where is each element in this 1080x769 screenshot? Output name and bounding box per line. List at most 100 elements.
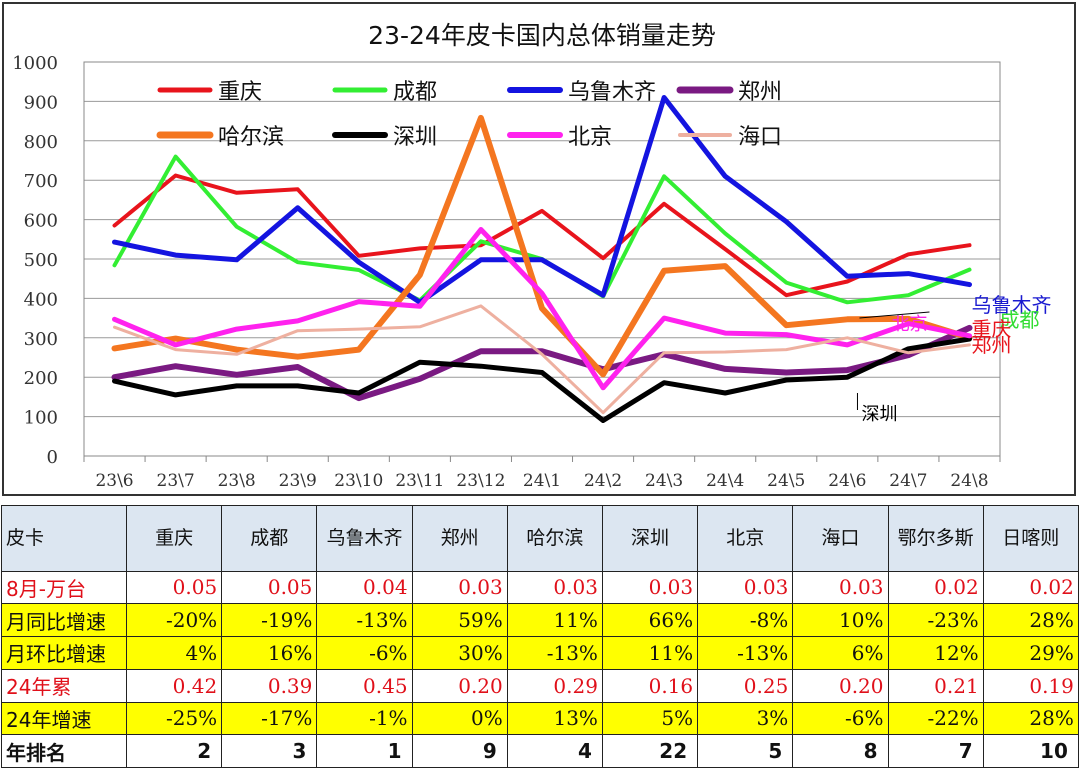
table-cell: 0.16 (601, 668, 699, 703)
table-cell: 66% (601, 603, 699, 637)
table-header-row: 皮卡 重庆 成都 乌鲁木齐 郑州 哈尔滨 深圳 北京 海口 鄂尔多斯 日喀则 (1, 505, 1079, 572)
table-cell: 1 (316, 734, 413, 768)
end-label: 乌鲁木齐 (971, 293, 1051, 317)
series-line (111, 114, 973, 378)
table-row: 8月-万台 0.05 0.05 0.04 0.03 0.03 0.03 0.03 0.03 0.0… (1, 570, 1079, 605)
x-tick-label: 24\5 (767, 471, 805, 491)
table-cell: 8 (792, 734, 889, 768)
table-cell: -6% (792, 701, 889, 736)
x-tick-label: 24\2 (584, 471, 622, 491)
legend-item: 哈尔滨 (156, 125, 284, 150)
leader-line (859, 311, 930, 319)
y-tick-label: 500 (24, 250, 58, 271)
row-label: 月同比增速 (1, 603, 127, 637)
x-tick-label: 23\10 (334, 471, 383, 491)
table-row: 年排名 2 3 1 9 4 22 5 8 7 10 (1, 734, 1079, 768)
table-cell: 0.03 (411, 570, 508, 605)
table-cell: -20% (125, 603, 223, 637)
x-tick-label: 23\11 (395, 471, 444, 491)
city-header: 重庆 (125, 505, 223, 572)
y-tick-label: 0 (47, 447, 58, 468)
table-cell: 0.03 (601, 570, 699, 605)
table-cell: -25% (125, 701, 223, 736)
x-tick-label: 23\7 (157, 471, 195, 491)
table-cell: -13% (697, 636, 794, 670)
table-cell: -8% (697, 603, 794, 637)
row-label: 年排名 (1, 734, 127, 768)
table-cell: 0.20 (411, 668, 508, 703)
table-cell: -22% (887, 701, 984, 736)
table-cell: 3 (221, 734, 318, 768)
table-cell: 9 (411, 734, 508, 768)
legend-label: 重庆 (218, 80, 262, 105)
table-cell: 28% (982, 701, 1079, 736)
table-cell: 0.02 (887, 570, 984, 605)
x-tick-label: 24\6 (828, 471, 866, 491)
table-cell: 0.02 (982, 570, 1079, 605)
table-cell: 59% (411, 603, 508, 637)
table-cell: 4% (125, 636, 223, 670)
series-line (112, 154, 972, 305)
city-header: 深圳 (601, 505, 699, 572)
city-header: 哈尔滨 (506, 505, 603, 572)
table-cell: 5 (697, 734, 794, 768)
series-line (113, 304, 971, 415)
plot-area (83, 61, 1001, 457)
table-cell: 0.04 (316, 570, 413, 605)
table-cell: -19% (221, 603, 318, 637)
table-cell: 0.03 (792, 570, 889, 605)
city-header: 鄂尔多斯 (887, 505, 984, 572)
y-tick-label: 400 (24, 289, 58, 310)
y-tick-label: 900 (24, 92, 58, 113)
end-label: 成都 (999, 308, 1039, 332)
table-cell: 29% (982, 636, 1079, 670)
x-tick-label: 24\3 (645, 471, 683, 491)
table-cell: -6% (316, 636, 413, 670)
table-cell: 13% (506, 701, 603, 736)
x-tick-label: 23\9 (279, 471, 317, 491)
table-cell: -13% (506, 636, 603, 670)
legend-label: 乌鲁木齐 (568, 80, 656, 105)
legend-label: 海口 (738, 125, 782, 150)
chart-frame (2, 2, 1076, 496)
table-row: 月同比增速 -20% -19% -13% 59% 11% 66% -8% 10% -23% 28% (1, 603, 1079, 637)
legend-label: 郑州 (738, 80, 782, 105)
table-cell: 0.29 (506, 668, 603, 703)
row-label: 月环比增速 (1, 636, 127, 670)
legend-label: 深圳 (393, 125, 437, 150)
table-cell: 4 (506, 734, 603, 768)
legend-item: 乌鲁木齐 (507, 80, 656, 105)
x-tick-label: 23\6 (95, 471, 133, 491)
table-cell: 10 (982, 734, 1079, 768)
line-chart: 23-24年皮卡国内总体销量走势 0 100 200 300 400 500 600 700 80… (12, 21, 1051, 491)
legend-label: 哈尔滨 (218, 125, 284, 150)
series-line (112, 173, 972, 298)
legend-item: 成都 (332, 80, 437, 105)
end-label: 郑州 (971, 333, 1011, 357)
y-tick-label: 800 (24, 132, 58, 153)
legend-label: 成都 (393, 80, 437, 105)
table-cell: 7 (887, 734, 984, 768)
table-cell: 0.03 (506, 570, 603, 605)
y-tick-label: 300 (24, 329, 58, 350)
row-label: 24年累 (1, 668, 127, 703)
table-cell: 0.19 (982, 668, 1079, 703)
table-cell: 10% (792, 603, 889, 637)
city-header: 北京 (697, 505, 794, 572)
table-cell: 6% (792, 636, 889, 670)
table-cell: 11% (601, 636, 699, 670)
sales-table: 皮卡 重庆 成都 乌鲁木齐 郑州 哈尔滨 深圳 北京 海口 鄂尔多斯 日喀则 8月-万台 0.05 0.0… (1, 505, 1079, 768)
city-header: 乌鲁木齐 (316, 505, 413, 572)
y-tick-label: 700 (24, 171, 58, 192)
table-cell: 5% (601, 701, 699, 736)
city-header: 成都 (221, 505, 318, 572)
y-tick-label: 1000 (12, 53, 58, 74)
legend-item: 海口 (678, 125, 782, 150)
table-row: 月环比增速 4% 16% -6% 30% -13% 11% -13% 6% 12% 29% (1, 636, 1079, 670)
y-tick-label: 600 (24, 211, 58, 232)
table-row: 24年累 0.42 0.39 0.45 0.20 0.29 0.16 0.25 0.20 0.21… (1, 668, 1079, 703)
table-cell: 0.39 (221, 668, 318, 703)
table-cell: 11% (506, 603, 603, 637)
legend-item: 北京 (507, 125, 612, 150)
table-cell: 0.20 (792, 668, 889, 703)
